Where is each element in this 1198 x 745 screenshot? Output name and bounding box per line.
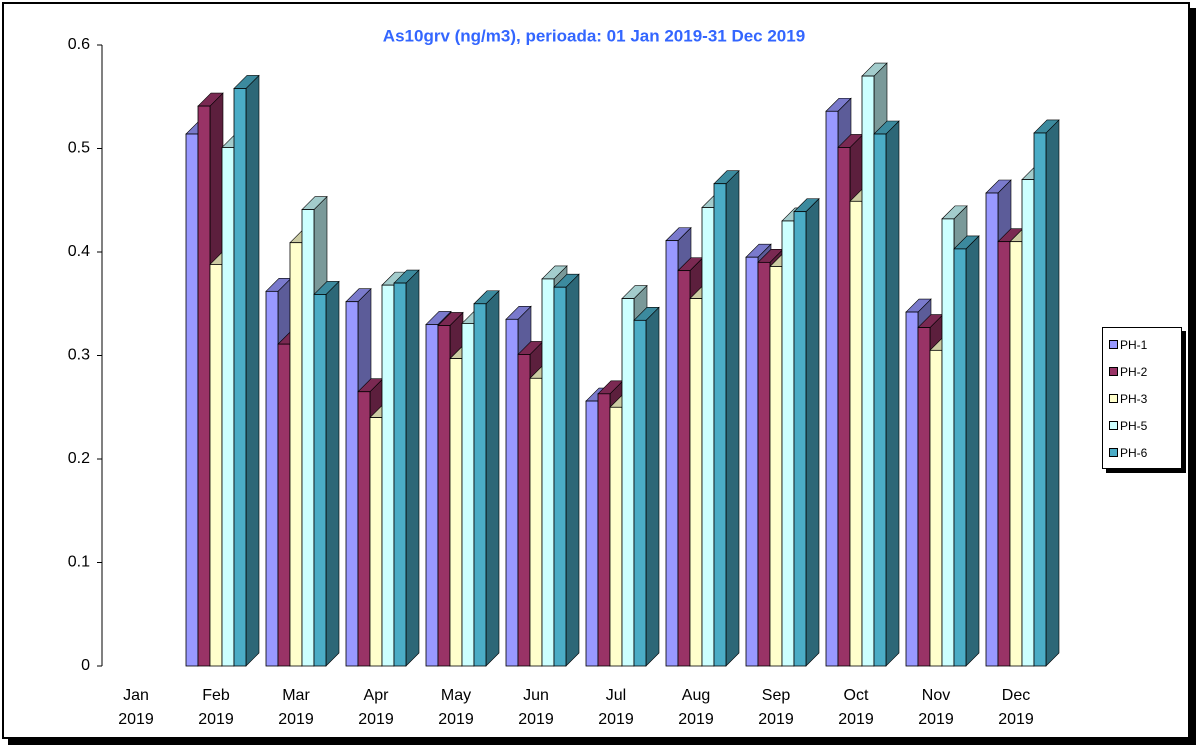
- bar: [233, 74, 260, 667]
- chart-title: As10grv (ng/m3), perioada: 01 Jan 2019-3…: [383, 26, 805, 45]
- y-tick-label: 0.4: [68, 243, 90, 260]
- y-tick-label: 0.6: [68, 36, 90, 53]
- legend: PH-1 PH-2 PH-3 PH-5 PH-6: [1102, 327, 1182, 469]
- x-tick-label: May 2019: [438, 687, 474, 728]
- y-tick-label: 0: [81, 657, 90, 674]
- legend-entry: PH-6: [1109, 446, 1147, 460]
- legend-label: PH-5: [1120, 419, 1148, 433]
- legend-swatch: [1109, 367, 1118, 376]
- y-tick-label: 0.3: [68, 347, 90, 364]
- legend-swatch: [1109, 421, 1118, 430]
- x-tick-label: Dec 2019: [998, 687, 1034, 728]
- x-tick-label: Jul 2019: [598, 687, 634, 728]
- legend-label: PH-1: [1120, 338, 1148, 352]
- x-tick-label: Mar 2019: [278, 687, 314, 728]
- legend-entry: PH-3: [1109, 392, 1147, 406]
- bar: [953, 235, 980, 667]
- bar: [1033, 119, 1060, 667]
- legend-swatch: [1109, 448, 1118, 457]
- bar: [473, 290, 500, 667]
- x-tick-label: Jan 2019: [118, 687, 154, 728]
- legend-label: PH-3: [1120, 392, 1148, 406]
- x-tick-label: Oct 2019: [838, 687, 874, 728]
- legend-entry: PH-1: [1109, 338, 1147, 352]
- bar: [633, 306, 660, 667]
- legend-entry: PH-5: [1109, 419, 1147, 433]
- x-tick-label: Aug 2019: [678, 687, 714, 728]
- legend-swatch: [1109, 340, 1118, 349]
- chart: As10grv (ng/m3), perioada: 01 Jan 2019-3…: [68, 26, 1060, 674]
- legend-swatch: [1109, 394, 1118, 403]
- legend-entry: PH-2: [1109, 365, 1147, 379]
- y-tick-label: 0.5: [68, 140, 90, 157]
- y-tick-label: 0.1: [68, 554, 90, 571]
- x-tick-label: Jun 2019: [518, 687, 554, 728]
- bar: [393, 269, 420, 667]
- bar: [713, 169, 740, 667]
- bar: [553, 273, 580, 667]
- y-tick-label: 0.2: [68, 450, 90, 467]
- bar: [873, 120, 900, 667]
- x-tick-label: Feb 2019: [198, 687, 234, 728]
- bar: [313, 280, 340, 667]
- x-tick-label: Apr 2019: [358, 687, 394, 728]
- legend-label: PH-6: [1120, 446, 1148, 460]
- bar: [793, 197, 820, 667]
- legend-label: PH-2: [1120, 365, 1148, 379]
- x-tick-label: Nov 2019: [918, 687, 954, 728]
- x-tick-label: Sep 2019: [758, 687, 794, 728]
